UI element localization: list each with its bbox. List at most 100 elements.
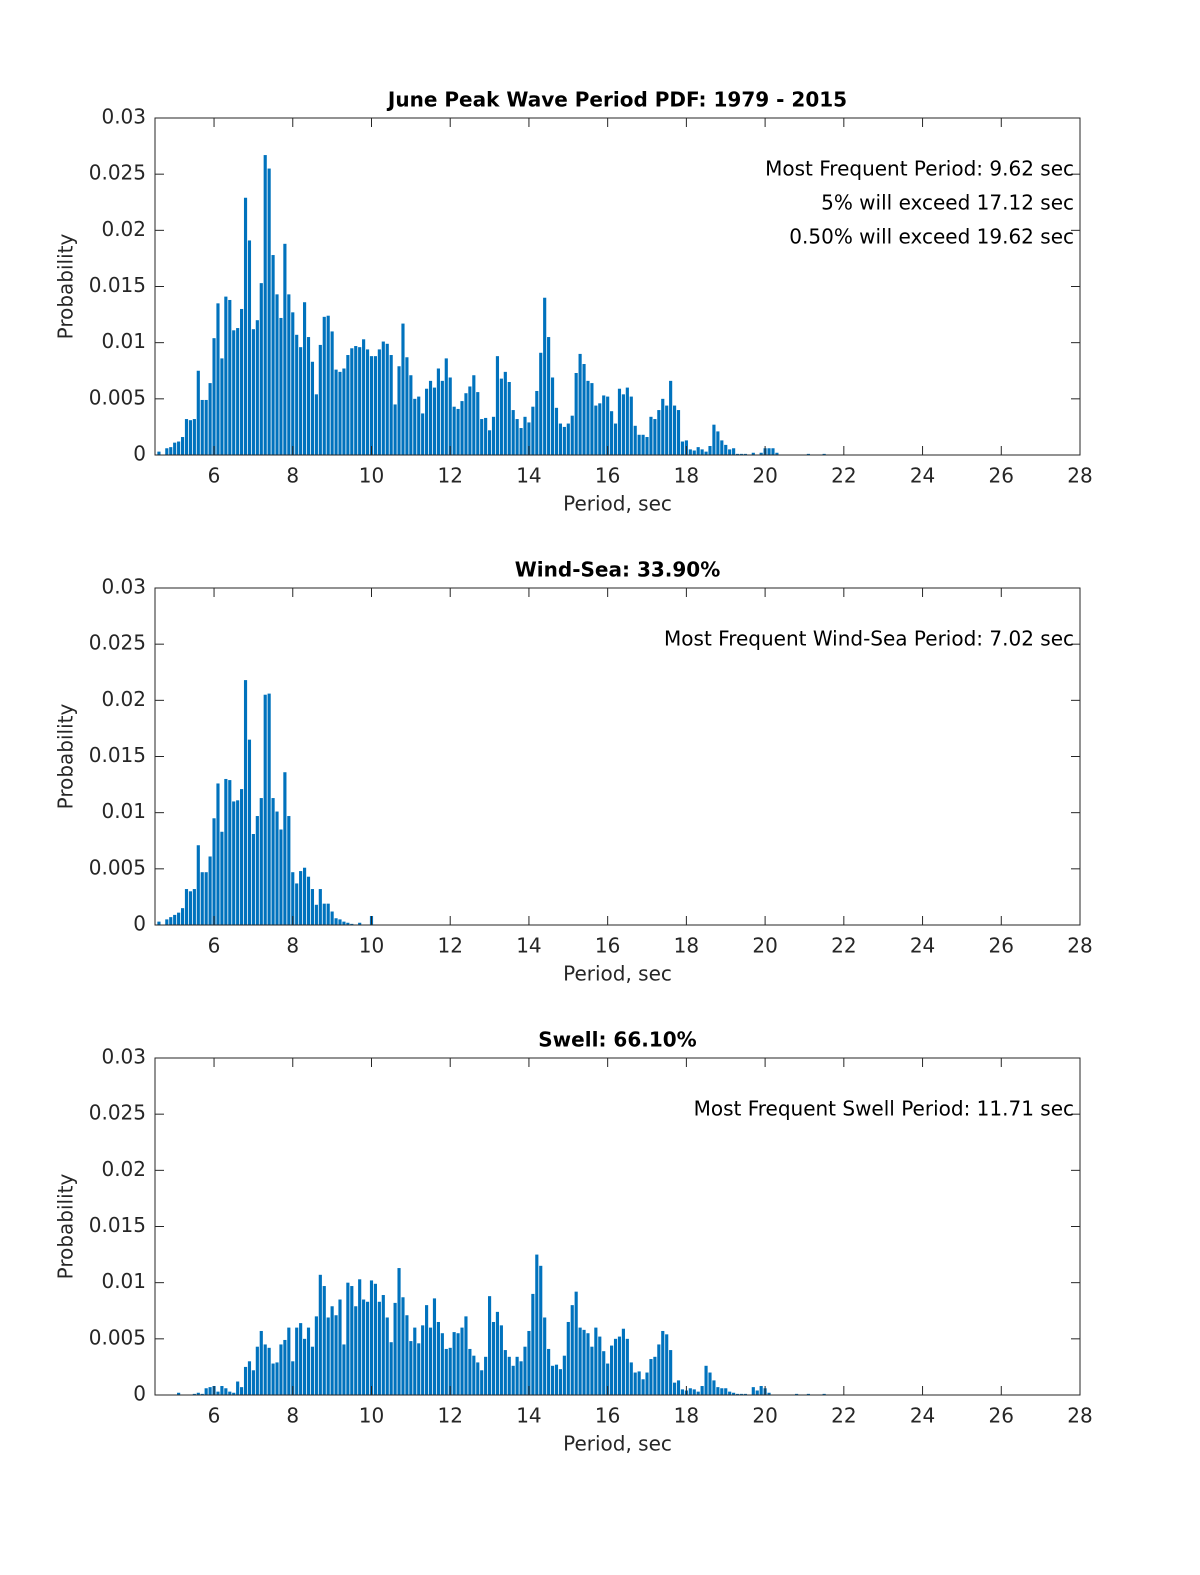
- bar: [413, 398, 417, 455]
- bar: [448, 377, 452, 455]
- bar: [204, 1388, 208, 1395]
- bar: [641, 1379, 645, 1395]
- bar: [550, 377, 555, 455]
- bar: [432, 387, 437, 455]
- bar: [271, 255, 275, 455]
- bar: [657, 1344, 661, 1395]
- bar: [177, 912, 181, 925]
- bar: [598, 1336, 602, 1395]
- bar: [724, 1388, 728, 1395]
- bar: [299, 1323, 303, 1395]
- x-tick-label: 28: [1067, 1404, 1092, 1428]
- bar: [680, 1389, 685, 1395]
- bar: [263, 155, 267, 455]
- bar: [338, 371, 342, 455]
- bar: [590, 383, 594, 455]
- bar: [255, 1346, 259, 1395]
- bar: [421, 1325, 425, 1395]
- chart-title: Wind-Sea: 33.90%: [515, 558, 721, 582]
- bar: [704, 451, 708, 455]
- bar: [326, 1317, 330, 1395]
- y-tick-label: 0.01: [101, 1269, 146, 1293]
- bar: [629, 396, 633, 455]
- bar: [440, 380, 444, 455]
- bar: [472, 375, 476, 455]
- bar: [200, 1393, 204, 1395]
- bar: [649, 1359, 653, 1395]
- bar: [669, 380, 673, 455]
- x-tick-label: 14: [516, 464, 541, 488]
- bar: [625, 387, 629, 455]
- bar: [291, 872, 295, 925]
- y-tick-label: 0: [133, 1382, 146, 1406]
- bar: [409, 375, 413, 455]
- x-tick-label: 12: [437, 464, 462, 488]
- bar: [228, 1391, 232, 1395]
- bar: [562, 426, 566, 455]
- bar: [495, 1311, 500, 1395]
- bar: [334, 369, 338, 455]
- x-tick-label: 26: [989, 464, 1014, 488]
- bar: [712, 1380, 716, 1395]
- bar: [421, 413, 425, 455]
- bar: [436, 1321, 440, 1395]
- x-tick-label: 14: [516, 1404, 541, 1428]
- bar: [452, 406, 456, 455]
- bar: [330, 911, 334, 925]
- bar: [602, 395, 606, 455]
- bar: [602, 1351, 606, 1395]
- bar: [196, 370, 200, 455]
- bar: [291, 312, 295, 455]
- bar: [523, 1346, 527, 1395]
- bar: [570, 1305, 574, 1395]
- bar: [385, 343, 389, 455]
- bar: [507, 381, 511, 455]
- x-tick-label: 10: [359, 934, 384, 958]
- bar: [428, 1327, 433, 1395]
- bar: [728, 1391, 732, 1395]
- bar: [295, 1327, 299, 1395]
- bar: [586, 1333, 590, 1395]
- bar: [216, 1391, 220, 1395]
- bar: [275, 811, 279, 925]
- bar: [365, 349, 370, 455]
- bar: [696, 1391, 700, 1395]
- bar: [334, 918, 338, 925]
- bar: [621, 394, 625, 455]
- bar: [716, 431, 720, 455]
- bar: [318, 344, 322, 455]
- bar: [432, 1298, 437, 1395]
- x-tick-label: 18: [674, 934, 699, 958]
- bar: [637, 434, 641, 455]
- x-tick-label: 12: [437, 1404, 462, 1428]
- bar: [381, 341, 385, 455]
- bar: [503, 1350, 507, 1395]
- bar: [515, 419, 519, 455]
- bar: [633, 425, 637, 455]
- bar: [617, 388, 622, 455]
- bar: [188, 420, 192, 455]
- bar: [350, 1286, 354, 1395]
- bar: [397, 366, 401, 455]
- bar: [610, 411, 614, 455]
- bar: [247, 240, 252, 455]
- bar: [539, 352, 543, 455]
- bar: [444, 1348, 448, 1395]
- bar: [192, 1393, 196, 1395]
- bar: [240, 1387, 244, 1395]
- x-tick-label: 22: [831, 934, 856, 958]
- bar: [389, 1342, 393, 1395]
- bar: [165, 448, 169, 455]
- bar: [598, 403, 602, 455]
- bar: [224, 778, 228, 925]
- bar: [771, 448, 775, 455]
- bar: [669, 1350, 673, 1395]
- bar: [751, 1387, 755, 1395]
- bar: [251, 1370, 255, 1395]
- y-tick-label: 0.02: [101, 217, 146, 241]
- bar: [255, 320, 259, 455]
- bar: [314, 1316, 318, 1395]
- bar: [377, 349, 381, 455]
- y-tick-label: 0.005: [89, 855, 146, 879]
- bar: [696, 447, 700, 455]
